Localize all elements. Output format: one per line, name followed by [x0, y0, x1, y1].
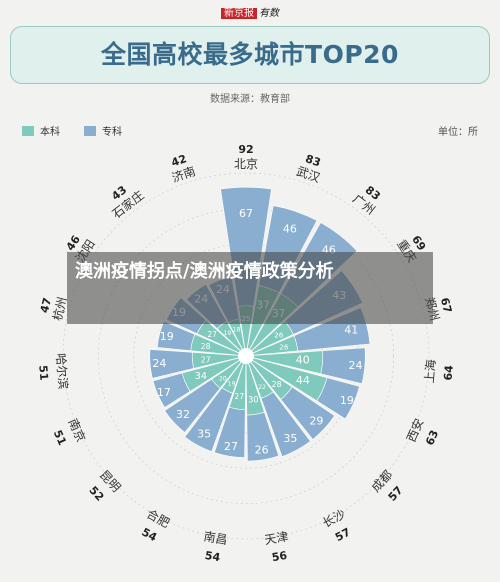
bar-zhuanke-11: [184, 387, 233, 452]
label-zhuanke-10: 27: [224, 440, 238, 453]
brand-logo: 新京报 有数: [0, 4, 500, 19]
label-zhuanke-11: 35: [197, 427, 211, 440]
label-zhuanke-7: 29: [309, 415, 323, 428]
label-zhuanke-9: 26: [255, 444, 269, 457]
total-label-8: 57: [333, 525, 353, 544]
city-label-14: 哈尔滨: [53, 353, 71, 390]
label-zhuanke-14: 24: [152, 357, 166, 370]
total-label-13: 51: [51, 428, 69, 447]
label-benke-13: 34: [195, 371, 207, 382]
city-label-13: 南京: [65, 416, 88, 444]
label-zhuanke-13: 17: [157, 386, 171, 399]
legend-swatch-benke: [22, 125, 34, 136]
city-label-group-14: 51 哈尔滨: [36, 353, 71, 390]
total-label-12: 52: [86, 484, 106, 504]
label-benke-7: 28: [272, 380, 282, 389]
chart-title: 全国高校最多城市TOP20: [101, 40, 399, 69]
legend-label-benke: 本科: [40, 127, 60, 138]
label-zhuanke-1: 46: [283, 222, 297, 235]
city-label-10: 南昌: [203, 528, 229, 547]
city-label-9: 天津: [263, 529, 289, 547]
total-label-6: 63: [423, 428, 441, 447]
bar-zhuanke-10: [213, 406, 246, 458]
label-zhuanke-0: 67: [239, 207, 253, 220]
total-label-11: 54: [139, 525, 159, 544]
legend-label-zhuanke: 专科: [102, 127, 122, 138]
label-zhuanke-4: 41: [344, 323, 358, 336]
label-zhuanke-8: 35: [283, 432, 297, 445]
bar-zhuanke-13: [152, 372, 191, 408]
total-label-5: 64: [442, 364, 456, 381]
total-label-0: 92: [238, 143, 253, 156]
city-label-5: 上海: [421, 359, 438, 384]
city-label-group-10: 54 南昌: [203, 528, 229, 564]
city-label-18: 济南: [170, 163, 198, 185]
total-label-15: 47: [38, 296, 54, 314]
city-label-group-9: 56 天津: [263, 529, 289, 564]
grid-ring-4: [62, 172, 430, 540]
brand-paper: 新京报: [221, 8, 257, 19]
label-benke-8: 22: [258, 384, 266, 391]
label-benke-16: 27: [207, 330, 217, 339]
bar-zhuanke-5: [320, 347, 366, 385]
total-label-10: 54: [204, 549, 222, 564]
center-hub: [238, 348, 254, 364]
label-benke-9: 30: [248, 395, 259, 405]
label-benke-12: 20: [219, 375, 227, 382]
bar-zhuanke-7: [280, 386, 336, 440]
bar-zhuanke-9: [246, 411, 280, 462]
article-overlay: 澳洲疫情拐点/澳洲疫情政策分析: [67, 252, 433, 324]
label-benke-14: 27: [201, 355, 211, 364]
label-benke-3: 26: [274, 331, 284, 340]
label-benke-11: 19: [228, 381, 236, 388]
label-benke-15: 28: [201, 342, 211, 351]
bar-zhuanke-8: [260, 391, 311, 457]
bar-zhuanke-6: [316, 377, 360, 420]
bar-zhuanke-12: [164, 378, 221, 433]
bar-zhuanke-15: [156, 320, 196, 351]
label-benke-4: 26: [279, 342, 289, 351]
label-benke-17: 19: [224, 330, 232, 337]
label-benke-10: 27: [235, 392, 245, 401]
title-banner: 全国高校最多城市TOP20: [10, 26, 490, 84]
label-zhuanke-6: 19: [340, 394, 354, 407]
total-label-1: 83: [304, 152, 323, 169]
data-source: 数据来源：教育部: [210, 94, 290, 105]
total-label-9: 56: [271, 549, 289, 564]
legend-swatch-zhuanke: [84, 125, 96, 136]
legend: 本科 专科: [22, 123, 122, 138]
total-label-14: 51: [36, 365, 50, 381]
unit-label: 单位：所: [438, 127, 478, 138]
bar-zhuanke-14: [149, 349, 195, 379]
total-label-18: 42: [170, 152, 189, 169]
city-label-6: 西安: [403, 416, 426, 444]
label-benke-18: 18: [233, 327, 241, 334]
total-label-4: 67: [438, 296, 454, 314]
label-zhuanke-15: 19: [160, 330, 174, 343]
overlay-headline: 澳洲疫情拐点/澳洲疫情政策分析: [75, 261, 334, 282]
label-zhuanke-12: 32: [176, 408, 190, 421]
label-benke-5: 40: [296, 354, 310, 367]
label-zhuanke-5: 24: [349, 359, 363, 372]
label-benke-6: 44: [296, 374, 310, 387]
total-label-7: 57: [386, 484, 406, 504]
city-label-15: 杭州: [49, 295, 69, 322]
city-label-0: 北京: [234, 157, 258, 171]
brand-script: 有数: [259, 8, 279, 19]
